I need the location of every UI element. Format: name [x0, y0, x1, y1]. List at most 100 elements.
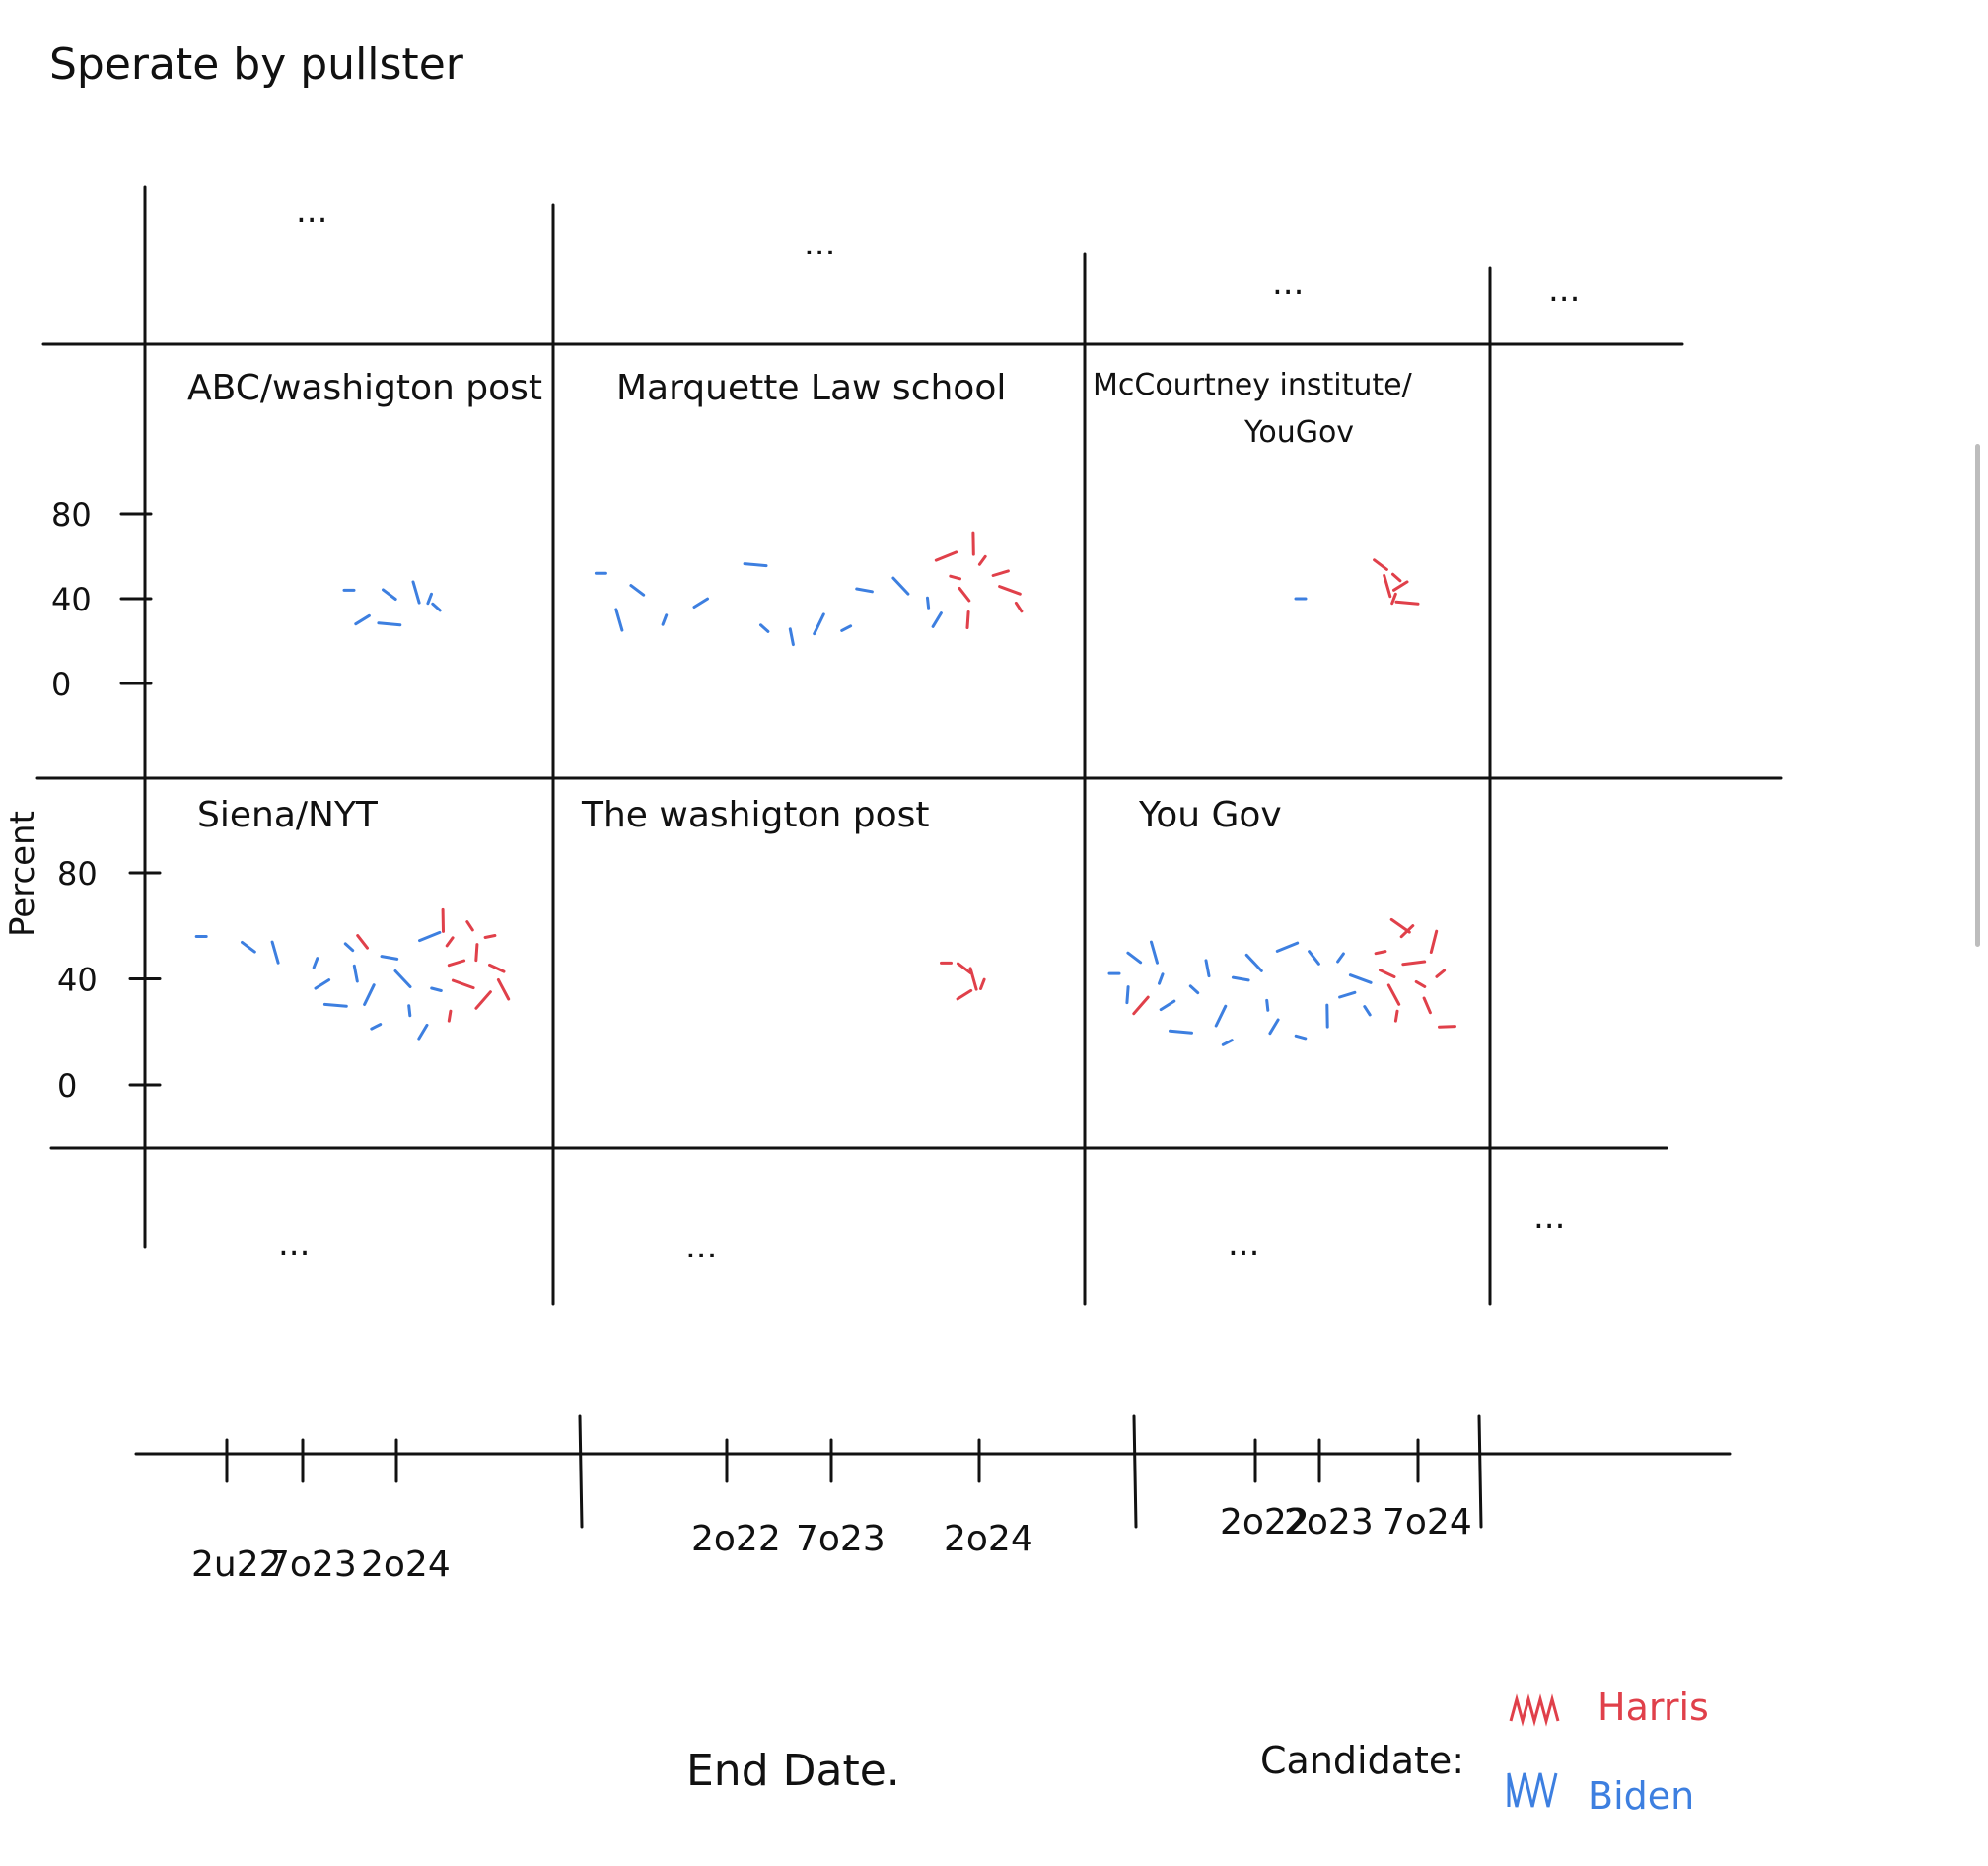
point-p6-34	[1438, 1025, 1456, 1029]
point-p4-23	[474, 990, 492, 1010]
legend-swatch-harris	[1509, 1693, 1560, 1727]
point-p2-10	[855, 587, 874, 594]
point-p6-16	[1308, 950, 1320, 966]
point-p2-5	[743, 562, 768, 568]
point-p1-1	[382, 588, 397, 601]
point-p4-9	[370, 1023, 383, 1031]
ellipsis-7: ...	[1228, 1224, 1259, 1263]
point-p6-26	[1386, 983, 1401, 1006]
y-tick-label-r2-80: 80	[57, 855, 98, 893]
point-p6-6	[1188, 984, 1200, 995]
x-tick-label-s2-3: 2o24	[944, 1519, 1033, 1559]
point-p6-19	[1338, 990, 1357, 999]
point-p4-3	[312, 957, 320, 969]
point-p4-4	[314, 978, 331, 990]
x-tick-label-s2-1: 2o22	[691, 1519, 781, 1559]
x-segment-separator-3	[1477, 1414, 1483, 1529]
y-axis-label: Percent	[3, 811, 42, 937]
point-p4-14	[418, 930, 442, 943]
y-tick-label-r2-0: 0	[57, 1067, 77, 1105]
ellipsis-6: ...	[685, 1227, 717, 1266]
point-p4-13	[417, 1023, 429, 1041]
vertical-scrollbar[interactable]	[1975, 444, 1980, 947]
point-p6-12	[1265, 998, 1270, 1012]
point-p6-8	[1214, 1004, 1228, 1028]
legend-label-biden: Biden	[1588, 1774, 1694, 1818]
point-p6-7	[1204, 959, 1211, 978]
point-p6-31	[1422, 996, 1432, 1015]
point-p4-12	[407, 1004, 412, 1018]
point-p4-2	[270, 940, 280, 965]
point-p1-3	[426, 592, 433, 606]
point-p6-4	[1159, 999, 1176, 1012]
point-p6-5	[1169, 1029, 1193, 1035]
point-p6-10	[1231, 975, 1250, 982]
point-p3-6	[1391, 572, 1402, 583]
point-p2-21	[1014, 601, 1024, 613]
point-p2-15	[949, 574, 961, 581]
point-p3-4	[1392, 580, 1409, 592]
point-p4-21	[465, 920, 474, 932]
point-p6-23	[1132, 995, 1150, 1016]
ellipsis-1: ...	[296, 191, 327, 231]
point-p3-5	[1394, 600, 1420, 606]
point-p4-19	[447, 959, 466, 968]
ellipsis-8: ...	[1533, 1197, 1565, 1237]
chart-title: Sperate by pullster	[49, 39, 464, 90]
point-p6-21	[1363, 1005, 1372, 1017]
point-p2-4	[692, 597, 709, 609]
ellipsis-3: ...	[1272, 263, 1304, 303]
y-tick-label-r2-40: 40	[57, 962, 98, 999]
point-p4-15	[430, 986, 443, 992]
panel-title-3: McCourtney institute/YouGov	[1093, 368, 1413, 450]
ellipsis-4: ...	[1548, 270, 1580, 310]
point-p6-30	[1414, 979, 1427, 988]
facet-grid	[36, 185, 1783, 1306]
panel-title-5: The washigton post	[581, 795, 929, 835]
point-p4-8	[363, 983, 376, 1006]
point-p4-1	[241, 940, 256, 954]
point-p5-2	[968, 967, 978, 991]
point-p6-29	[1401, 960, 1427, 967]
point-p6-25	[1379, 969, 1396, 978]
panel-titles: ABC/washigton post Marquette Law school Mc…	[187, 368, 1413, 835]
point-p1-5	[377, 621, 402, 627]
point-p6-35	[1389, 917, 1411, 934]
legend-swatch-biden	[1507, 1772, 1558, 1808]
point-p4-18	[445, 936, 455, 948]
ellipsis-marks: ........................	[278, 191, 1580, 1266]
legend: Candidate: Harris Biden	[1260, 1686, 1709, 1818]
point-p2-8	[813, 612, 825, 636]
point-p6-1	[1126, 951, 1143, 965]
point-p6-27	[1393, 1009, 1399, 1023]
point-p6-18	[1336, 952, 1345, 964]
point-p2-9	[840, 624, 853, 632]
point-p2-12	[926, 596, 931, 610]
point-p6-24	[1374, 950, 1387, 956]
panel-title-2: Marquette Law school	[616, 368, 1006, 408]
point-p6-20	[1348, 973, 1373, 984]
point-p5-3	[979, 977, 986, 990]
point-p4-10	[380, 955, 399, 961]
point-p6-11	[1244, 953, 1263, 972]
point-p4-6	[343, 942, 355, 953]
point-p2-3	[661, 613, 669, 626]
x-tick-label-s1-3: 2o24	[361, 1544, 451, 1585]
point-p2-2	[614, 608, 624, 632]
point-p5-4	[956, 988, 973, 1001]
point-p6-33	[1435, 969, 1447, 978]
y-axes: 80 40 0 80 40 0	[51, 496, 162, 1105]
point-p4-5	[322, 1002, 348, 1008]
x-tick-label-s3-1: 2o22	[1220, 1502, 1310, 1543]
point-p2-6	[759, 623, 770, 633]
point-p6-22	[1125, 985, 1130, 1005]
ellipsis-2: ...	[804, 224, 835, 263]
point-p2-18	[977, 554, 987, 566]
point-p2-22	[965, 610, 970, 629]
point-p2-14	[934, 550, 958, 562]
point-p3-3	[1390, 592, 1397, 606]
point-p6-13	[1268, 1018, 1280, 1036]
y-tick-label-r1-40: 40	[51, 581, 92, 618]
x-tick-label-s1-2: 7o23	[267, 1544, 357, 1585]
point-p4-11	[393, 969, 412, 988]
